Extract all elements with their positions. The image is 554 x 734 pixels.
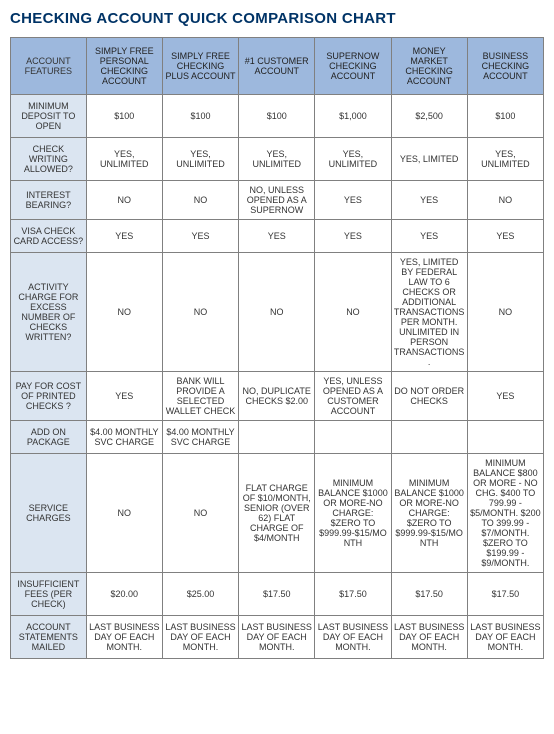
feature-cell: ADD ON PACKAGE [11, 421, 87, 454]
page-title: CHECKING ACCOUNT QUICK COMPARISON CHART [10, 10, 544, 27]
data-cell: LAST BUSINESS DAY OF EACH MONTH. [467, 616, 543, 659]
data-cell: MINIMUM BALANCE $1000 OR MORE-NO CHARGE:… [391, 454, 467, 573]
data-cell: YES, UNLIMITED [315, 138, 391, 181]
col-header: SIMPLY FREE CHECKING PLUS ACCOUNT [162, 38, 238, 95]
data-cell: MINIMUM BALANCE $1000 OR MORE-NO CHARGE:… [315, 454, 391, 573]
table-row: CHECK WRITING ALLOWED?YES, UNLIMITEDYES,… [11, 138, 544, 181]
data-cell: $100 [86, 95, 162, 138]
data-cell: DO NOT ORDER CHECKS [391, 372, 467, 421]
data-cell: LAST BUSINESS DAY OF EACH MONTH. [391, 616, 467, 659]
feature-cell: INTEREST BEARING? [11, 181, 87, 220]
data-cell: $17.50 [239, 573, 315, 616]
col-header: #1 CUSTOMER ACCOUNT [239, 38, 315, 95]
data-cell: NO [162, 253, 238, 372]
table-row: SERVICE CHARGESNONOFLAT CHARGE OF $10/MO… [11, 454, 544, 573]
data-cell: YES [162, 220, 238, 253]
col-header: BUSINESS CHECKING ACCOUNT [467, 38, 543, 95]
data-cell: NO [239, 253, 315, 372]
data-cell: BANK WILL PROVIDE A SELECTED WALLET CHEC… [162, 372, 238, 421]
table-row: INSUFFICIENT FEES (PER CHECK)$20.00$25.0… [11, 573, 544, 616]
feature-cell: CHECK WRITING ALLOWED? [11, 138, 87, 181]
data-cell: NO [467, 181, 543, 220]
data-cell: NO [162, 181, 238, 220]
table-row: ACTIVITY CHARGE FOR EXCESS NUMBER OF CHE… [11, 253, 544, 372]
comparison-table: ACCOUNT FEATURES SIMPLY FREE PERSONAL CH… [10, 37, 544, 659]
data-cell: $20.00 [86, 573, 162, 616]
data-cell: LAST BUSINESS DAY OF EACH MONTH. [239, 616, 315, 659]
table-row: PAY FOR COST OF PRINTED CHECKS ?YESBANK … [11, 372, 544, 421]
data-cell: LAST BUSINESS DAY OF EACH MONTH. [86, 616, 162, 659]
data-cell: $4.00 MONTHLY SVC CHARGE [162, 421, 238, 454]
data-cell: NO [86, 253, 162, 372]
data-cell: $2,500 [391, 95, 467, 138]
data-cell: YES [391, 220, 467, 253]
feature-cell: ACTIVITY CHARGE FOR EXCESS NUMBER OF CHE… [11, 253, 87, 372]
table-row: ADD ON PACKAGE$4.00 MONTHLY SVC CHARGE$4… [11, 421, 544, 454]
data-cell: $1,000 [315, 95, 391, 138]
data-cell: YES, UNLESS OPENED AS A CUSTOMER ACCOUNT [315, 372, 391, 421]
data-cell: NO, DUPLICATE CHECKS $2.00 [239, 372, 315, 421]
data-cell: YES, UNLIMITED [162, 138, 238, 181]
data-cell: NO [86, 181, 162, 220]
data-cell: MINIMUM BALANCE $800 OR MORE - NO CHG. $… [467, 454, 543, 573]
data-cell: YES [239, 220, 315, 253]
data-cell: LAST BUSINESS DAY OF EACH MONTH. [162, 616, 238, 659]
col-header: ACCOUNT FEATURES [11, 38, 87, 95]
col-header: SUPERNOW CHECKING ACCOUNT [315, 38, 391, 95]
feature-cell: VISA CHECK CARD ACCESS? [11, 220, 87, 253]
table-header-row: ACCOUNT FEATURES SIMPLY FREE PERSONAL CH… [11, 38, 544, 95]
col-header: SIMPLY FREE PERSONAL CHECKING ACCOUNT [86, 38, 162, 95]
data-cell: YES [467, 372, 543, 421]
feature-cell: PAY FOR COST OF PRINTED CHECKS ? [11, 372, 87, 421]
feature-cell: INSUFFICIENT FEES (PER CHECK) [11, 573, 87, 616]
table-row: INTEREST BEARING?NONONO, UNLESS OPENED A… [11, 181, 544, 220]
data-cell: FLAT CHARGE OF $10/MONTH, SENIOR (OVER 6… [239, 454, 315, 573]
data-cell: YES, UNLIMITED [467, 138, 543, 181]
feature-cell: MINIMUM DEPOSIT TO OPEN [11, 95, 87, 138]
data-cell [315, 421, 391, 454]
data-cell: NO [315, 253, 391, 372]
data-cell: NO [467, 253, 543, 372]
data-cell: $17.50 [467, 573, 543, 616]
data-cell: $17.50 [391, 573, 467, 616]
table-row: VISA CHECK CARD ACCESS?YESYESYESYESYESYE… [11, 220, 544, 253]
data-cell [391, 421, 467, 454]
data-cell: YES [391, 181, 467, 220]
table-row: ACCOUNT STATEMENTS MAILEDLAST BUSINESS D… [11, 616, 544, 659]
data-cell: YES [315, 220, 391, 253]
data-cell: $4.00 MONTHLY SVC CHARGE [86, 421, 162, 454]
feature-cell: SERVICE CHARGES [11, 454, 87, 573]
data-cell: $17.50 [315, 573, 391, 616]
data-cell [239, 421, 315, 454]
data-cell: YES [86, 220, 162, 253]
data-cell: NO [162, 454, 238, 573]
data-cell: YES, UNLIMITED [86, 138, 162, 181]
data-cell: YES, UNLIMITED [239, 138, 315, 181]
data-cell: YES [86, 372, 162, 421]
data-cell: $100 [162, 95, 238, 138]
col-header: MONEY MARKET CHECKING ACCOUNT [391, 38, 467, 95]
data-cell [467, 421, 543, 454]
data-cell: $100 [239, 95, 315, 138]
data-cell: YES [315, 181, 391, 220]
data-cell: NO, UNLESS OPENED AS A SUPERNOW [239, 181, 315, 220]
data-cell: $100 [467, 95, 543, 138]
table-row: MINIMUM DEPOSIT TO OPEN$100$100$100$1,00… [11, 95, 544, 138]
data-cell: $25.00 [162, 573, 238, 616]
data-cell: NO [86, 454, 162, 573]
data-cell: LAST BUSINESS DAY OF EACH MONTH. [315, 616, 391, 659]
data-cell: YES [467, 220, 543, 253]
feature-cell: ACCOUNT STATEMENTS MAILED [11, 616, 87, 659]
data-cell: YES, LIMITED BY FEDERAL LAW TO 6 CHECKS … [391, 253, 467, 372]
data-cell: YES, LIMITED [391, 138, 467, 181]
